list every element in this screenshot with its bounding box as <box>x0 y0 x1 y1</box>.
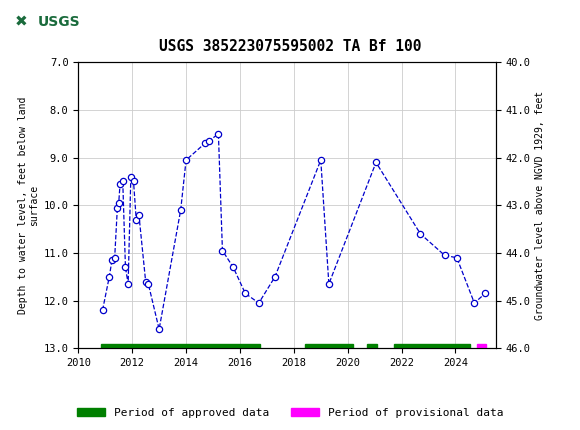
Text: USGS 385223075595002 TA Bf 100: USGS 385223075595002 TA Bf 100 <box>159 39 421 54</box>
Bar <box>477 344 487 353</box>
Bar <box>6 4 81 41</box>
Bar <box>304 344 353 353</box>
Text: USGS: USGS <box>38 15 80 29</box>
Text: ✖: ✖ <box>14 14 27 29</box>
Legend: Period of approved data, Period of provisional data: Period of approved data, Period of provi… <box>72 403 508 422</box>
Bar <box>101 344 260 353</box>
Bar <box>393 344 470 353</box>
Bar <box>367 344 378 353</box>
Y-axis label: Groundwater level above NGVD 1929, feet: Groundwater level above NGVD 1929, feet <box>535 91 545 320</box>
Y-axis label: Depth to water level, feet below land
surface: Depth to water level, feet below land su… <box>18 97 39 314</box>
